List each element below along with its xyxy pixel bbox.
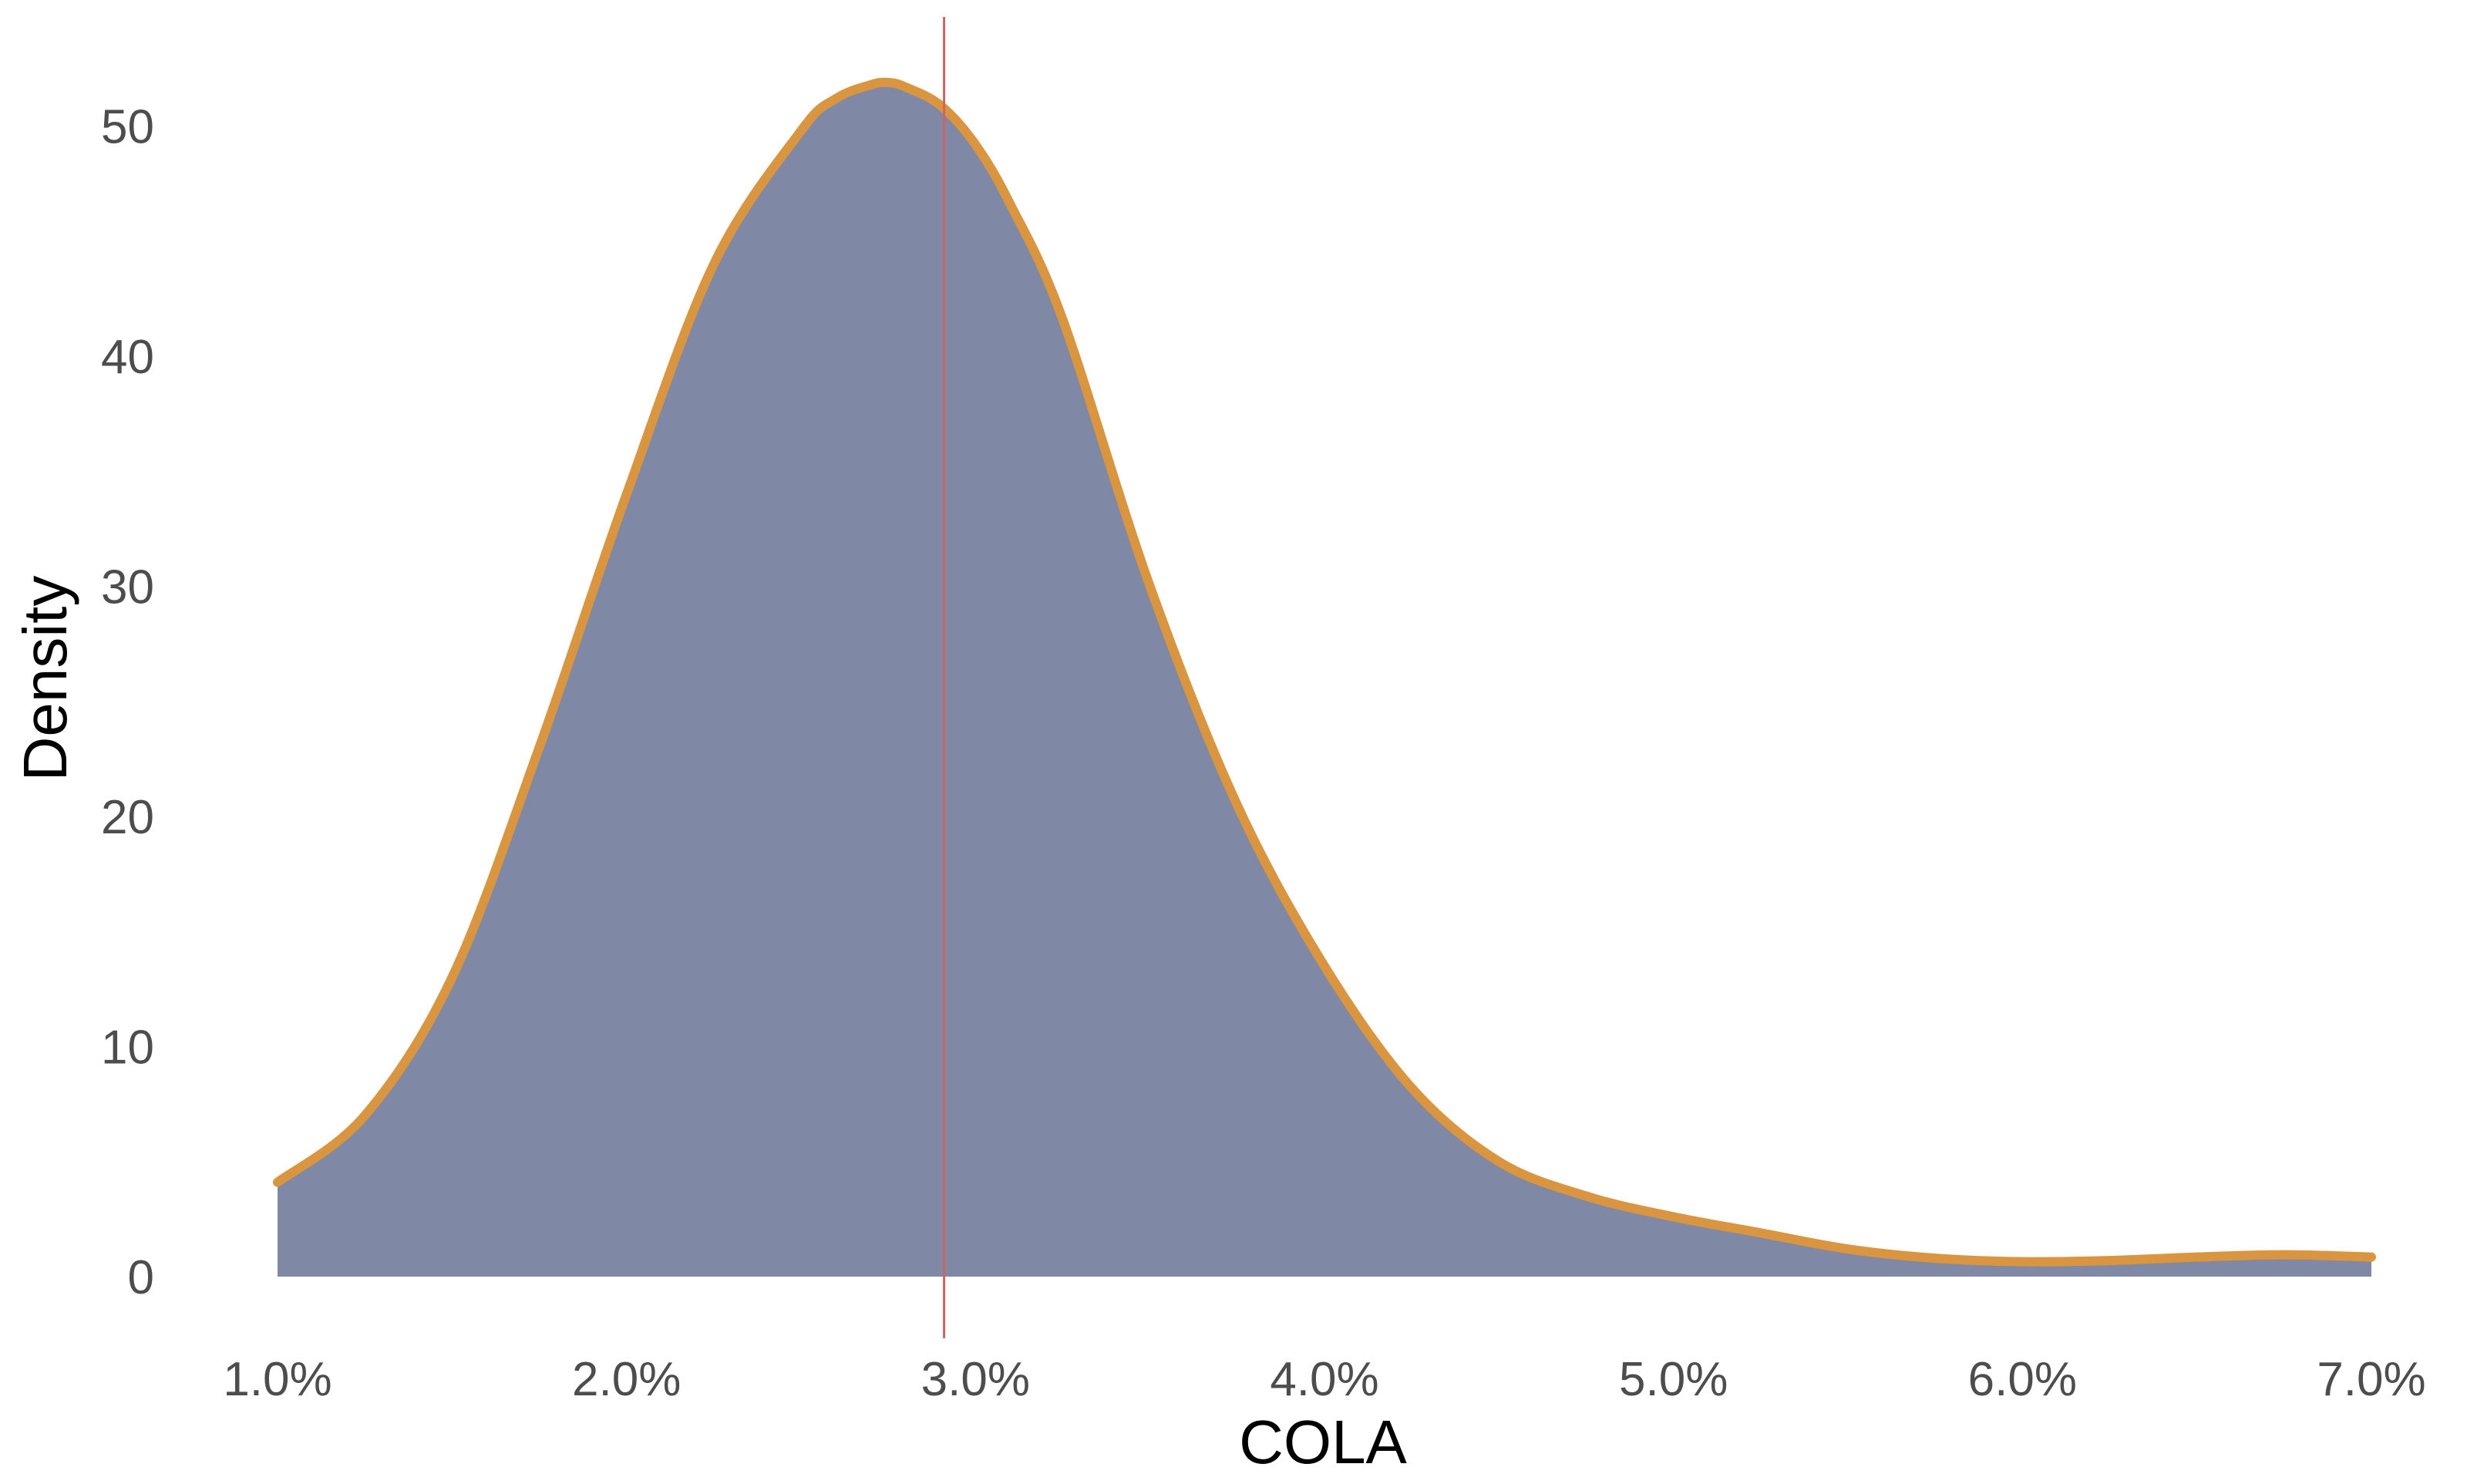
x-tick-label: 3.0% xyxy=(921,1353,1030,1406)
x-tick-label: 5.0% xyxy=(1619,1353,1728,1406)
x-tick-label: 1.0% xyxy=(223,1353,332,1406)
x-tick-label: 4.0% xyxy=(1270,1353,1378,1406)
plot-area xyxy=(273,77,2376,1277)
y-tick-label: 0 xyxy=(128,1251,154,1304)
x-tick-label: 6.0% xyxy=(1968,1353,2077,1406)
y-tick-label: 30 xyxy=(101,561,154,614)
density-area xyxy=(278,82,2371,1277)
y-tick-label: 50 xyxy=(101,101,154,154)
y-axis: 0 10 20 30 40 50 xyxy=(101,101,154,1304)
y-tick-label: 10 xyxy=(101,1021,154,1075)
x-axis-title: COLA xyxy=(1239,1408,1407,1476)
density-line xyxy=(273,77,2376,1267)
y-tick-label: 20 xyxy=(101,791,154,844)
y-tick-label: 40 xyxy=(101,331,154,384)
y-axis-title: Density xyxy=(11,576,79,782)
x-axis: 1.0% 2.0% 3.0% 4.0% 5.0% 6.0% 7.0% xyxy=(223,1353,2425,1406)
x-tick-label: 2.0% xyxy=(572,1353,681,1406)
x-tick-label: 7.0% xyxy=(2317,1353,2425,1406)
